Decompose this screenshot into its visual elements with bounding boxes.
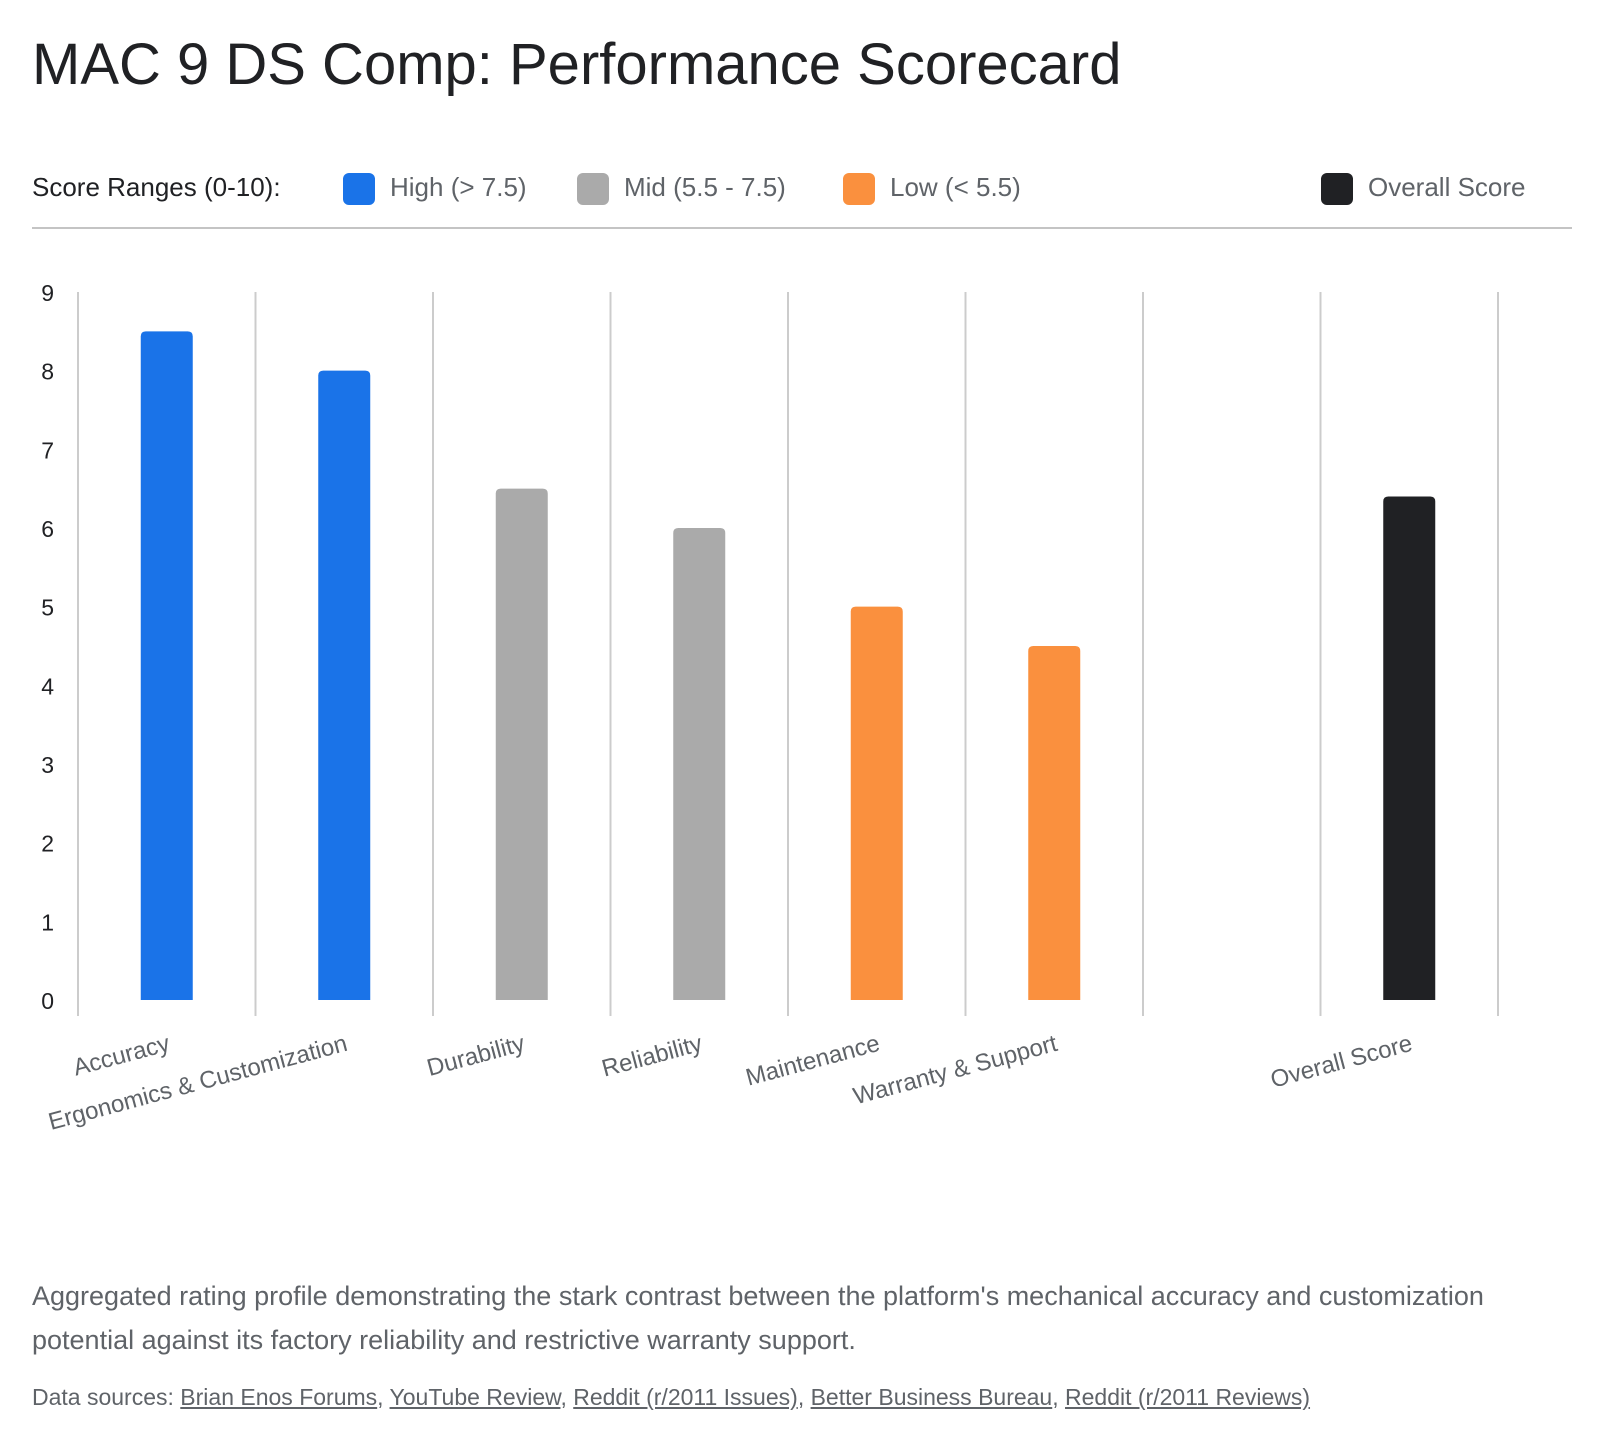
legend-swatch-overall (1321, 173, 1353, 205)
y-tick-label: 7 (41, 437, 54, 463)
legend-swatch-mid (577, 173, 609, 205)
sources-prefix: Data sources: (32, 1384, 181, 1410)
y-tick-label: 9 (41, 280, 54, 306)
source-link-better-business-bureau[interactable]: Better Business Bureau (810, 1384, 1053, 1410)
y-tick-label: 8 (41, 359, 54, 385)
y-tick-label: 2 (41, 831, 54, 857)
x-tick-label: Reliability (599, 1030, 705, 1083)
legend-text-mid: Mid (5.5 - 7.5) (624, 172, 786, 202)
y-tick-label: 4 (41, 673, 54, 699)
source-link-reddit-reviews[interactable]: Reddit (r/2011 Reviews) (1065, 1384, 1311, 1410)
legend-swatch-low (843, 173, 875, 205)
legend-text-overall: Overall Score (1368, 172, 1526, 202)
legend-text-low: Low (< 5.5) (890, 172, 1021, 202)
sources-separator: , (797, 1384, 811, 1410)
x-tick-label: Accuracy (70, 1030, 172, 1082)
y-tick-label: 3 (41, 752, 54, 778)
data-sources: Data sources: Brian Enos Forums, YouTube… (32, 1384, 1572, 1411)
sources-separator: , (560, 1384, 574, 1410)
chart-caption: Aggregated rating profile demonstrating … (32, 1281, 1484, 1355)
sources-separator: , (1052, 1384, 1066, 1410)
legend-divider (32, 227, 1572, 229)
bar-reliability (673, 528, 726, 1000)
y-tick-label: 6 (41, 516, 54, 542)
bar-overall-score (1383, 496, 1436, 1000)
legend: Score Ranges (0-10): High (> 7.5) Mid (5… (32, 168, 1572, 208)
bar-ergonomics-customization (318, 370, 371, 1001)
chart-title: MAC 9 DS Comp: Performance Scorecard (32, 32, 1122, 97)
bar-warranty-support (1028, 646, 1081, 1000)
x-tick-label: Warranty & Support (850, 1030, 1060, 1110)
sources-separator: , (377, 1384, 390, 1410)
bar-accuracy (140, 331, 193, 1000)
x-tick-label: Overall Score (1268, 1030, 1415, 1094)
y-tick-label: 5 (41, 595, 54, 621)
x-tick-label: Ergonomics & Customization (46, 1030, 351, 1136)
bar-maintenance (850, 606, 903, 1000)
source-link-reddit-issues[interactable]: Reddit (r/2011 Issues) (573, 1384, 798, 1410)
source-link-brian-enos-forums[interactable]: Brian Enos Forums (180, 1384, 378, 1410)
legend-swatch-high (343, 173, 375, 205)
legend-text-high: High (> 7.5) (390, 172, 527, 202)
bar-durability (495, 488, 548, 1000)
source-link-youtube-review[interactable]: YouTube Review (389, 1384, 561, 1410)
x-tick-label: Durability (424, 1030, 528, 1082)
y-tick-label: 0 (41, 988, 54, 1014)
y-tick-label: 1 (41, 909, 54, 935)
legend-label: Score Ranges (0-10): (32, 172, 281, 202)
